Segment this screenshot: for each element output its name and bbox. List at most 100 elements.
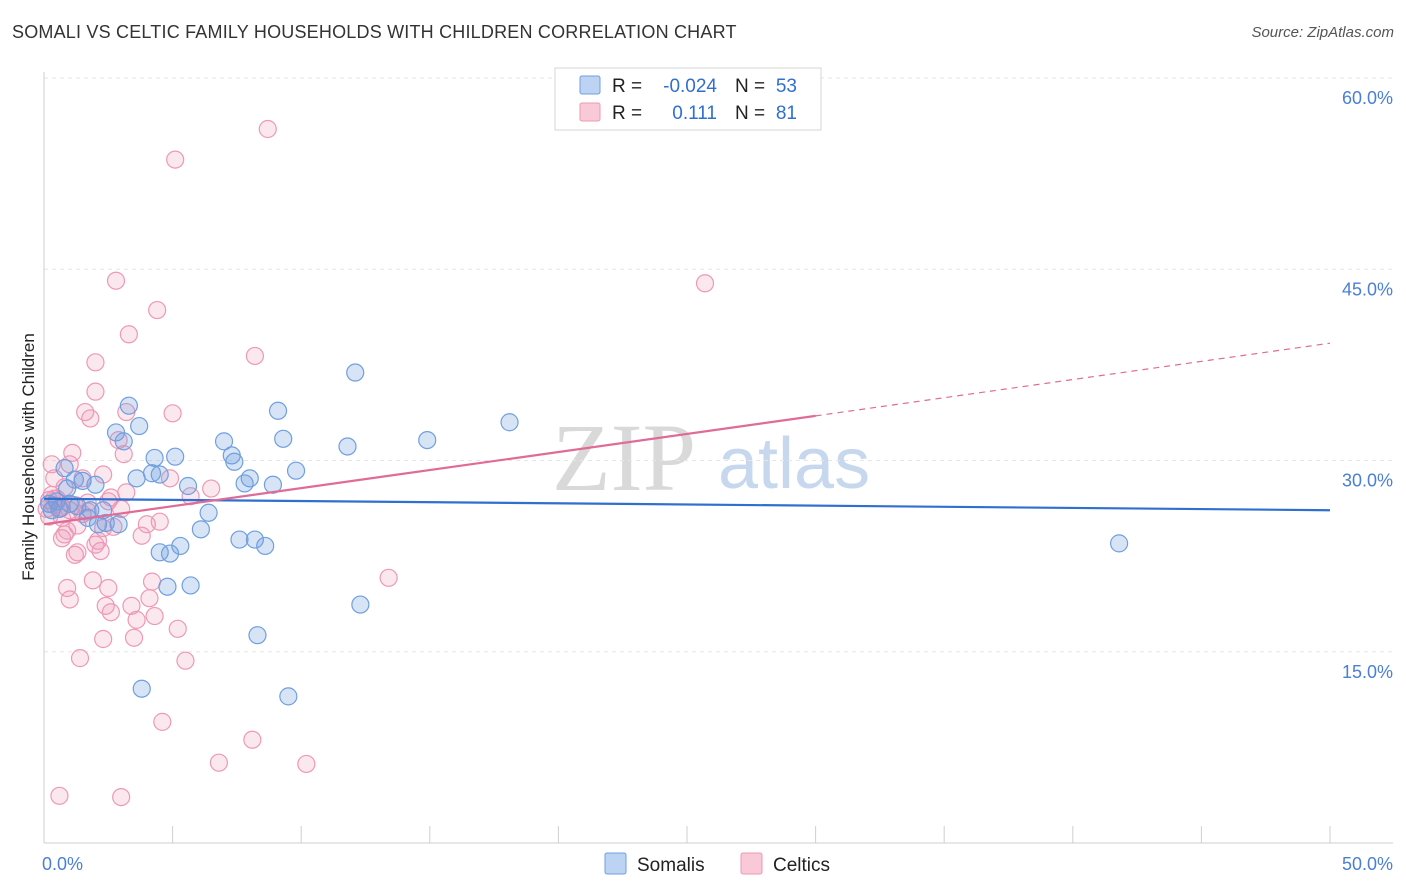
somali-point bbox=[418, 431, 437, 450]
somali-point bbox=[235, 474, 254, 493]
celtic-point bbox=[297, 754, 316, 774]
celtic-point bbox=[106, 271, 126, 290]
somali-point bbox=[268, 401, 288, 420]
somali-trend-line bbox=[43, 497, 1331, 512]
celtic-point bbox=[81, 409, 100, 428]
somali-point bbox=[150, 465, 169, 484]
somali-point bbox=[351, 595, 370, 614]
celtic-point bbox=[119, 325, 138, 344]
legend-somalis-label: Somalis bbox=[637, 855, 705, 876]
celtic-point bbox=[94, 629, 113, 649]
somali-r-label: R = bbox=[612, 76, 642, 97]
somali-r-value: -0.024 bbox=[663, 76, 717, 97]
celtic-point bbox=[65, 545, 84, 564]
celtic-point bbox=[695, 274, 715, 293]
somali-point bbox=[346, 363, 365, 382]
celtic-point bbox=[132, 526, 151, 545]
celtic-point bbox=[70, 649, 90, 668]
somali-point bbox=[42, 501, 61, 520]
celtic-point bbox=[176, 651, 195, 670]
somali-point bbox=[86, 475, 105, 494]
celtic-point bbox=[202, 479, 221, 498]
somali-point bbox=[500, 413, 519, 432]
watermark-zip: ZIP bbox=[552, 404, 696, 511]
somali-n-value: 53 bbox=[776, 76, 797, 97]
celtic-point bbox=[112, 787, 131, 807]
celtic-n-value: 81 bbox=[776, 103, 797, 124]
somali-point bbox=[55, 459, 74, 478]
somali-swatch bbox=[579, 75, 601, 95]
somali-point bbox=[65, 470, 84, 489]
celtic-point bbox=[243, 730, 262, 749]
somali-point bbox=[158, 577, 177, 596]
x-tick-label-min: 0.0% bbox=[42, 854, 83, 874]
celtic-point bbox=[50, 786, 69, 805]
y-tick-label: 30.0% bbox=[1342, 471, 1393, 491]
y-tick-label: 45.0% bbox=[1342, 279, 1393, 299]
somali-point bbox=[230, 530, 249, 549]
celtic-point bbox=[258, 119, 277, 139]
somali-point bbox=[166, 447, 185, 466]
somali-point bbox=[263, 475, 283, 494]
celtic-point bbox=[168, 619, 187, 638]
legend-somalis-swatch bbox=[604, 852, 627, 875]
somali-point bbox=[109, 515, 128, 534]
celtic-point bbox=[94, 465, 113, 484]
chart-title: SOMALI VS CELTIC FAMILY HOUSEHOLDS WITH … bbox=[12, 22, 737, 42]
somali-point bbox=[50, 499, 69, 519]
somali-point bbox=[274, 429, 293, 448]
somali-point bbox=[127, 469, 146, 488]
somali-point bbox=[248, 626, 267, 645]
somali-point bbox=[286, 461, 306, 480]
celtic-n-label: N = bbox=[735, 103, 765, 124]
y-tick-label: 15.0% bbox=[1342, 662, 1393, 682]
celtic-point bbox=[166, 150, 185, 169]
somali-point bbox=[132, 679, 151, 698]
watermark-atlas: atlas bbox=[718, 424, 870, 504]
somali-point bbox=[338, 437, 357, 456]
somali-point bbox=[181, 576, 200, 595]
legend-celtics-label: Celtics bbox=[773, 855, 830, 876]
series-legend: Somalis Celtics bbox=[604, 852, 830, 876]
celtic-trend-line-extension bbox=[815, 342, 1331, 417]
somali-point bbox=[240, 469, 259, 488]
celtic-point bbox=[86, 353, 105, 372]
celtic-swatch bbox=[579, 102, 601, 122]
somali-point bbox=[145, 448, 164, 468]
celtic-point bbox=[68, 543, 87, 562]
somali-point bbox=[199, 503, 218, 522]
celtic-point bbox=[99, 578, 118, 598]
somali-point bbox=[178, 476, 198, 496]
celtic-point bbox=[150, 512, 169, 531]
somali-point bbox=[160, 544, 180, 563]
somali-point bbox=[119, 396, 138, 415]
somali-point bbox=[245, 530, 265, 549]
celtic-r-value: 0.111 bbox=[672, 103, 717, 124]
celtic-point bbox=[153, 712, 172, 731]
celtic-point bbox=[245, 346, 265, 366]
somali-point bbox=[142, 464, 162, 483]
celtic-point bbox=[86, 535, 105, 554]
somali-point bbox=[1109, 534, 1129, 553]
celtic-point bbox=[58, 578, 77, 598]
celtic-point bbox=[142, 572, 162, 591]
stats-legend: R = -0.024 N = 53 R = 0.111 N = 81 bbox=[554, 67, 822, 131]
celtic-point bbox=[148, 300, 167, 320]
celtic-trend-line bbox=[43, 414, 816, 526]
celtic-point bbox=[163, 404, 182, 423]
celtic-point bbox=[145, 606, 164, 626]
grid bbox=[44, 77, 1393, 653]
celtic-point bbox=[101, 603, 120, 622]
y-tick-labels: 15.0% 30.0% 45.0% 60.0% bbox=[1342, 88, 1393, 682]
celtic-point bbox=[127, 610, 146, 629]
celtic-point bbox=[83, 571, 102, 590]
somali-point bbox=[225, 452, 244, 471]
celtics-points bbox=[37, 119, 715, 807]
legend-celtics-swatch bbox=[740, 852, 763, 875]
somali-point bbox=[171, 536, 190, 556]
celtic-point bbox=[124, 628, 144, 647]
celtic-point bbox=[68, 516, 87, 535]
x-ticks bbox=[172, 826, 1331, 843]
celtic-point bbox=[160, 469, 180, 488]
